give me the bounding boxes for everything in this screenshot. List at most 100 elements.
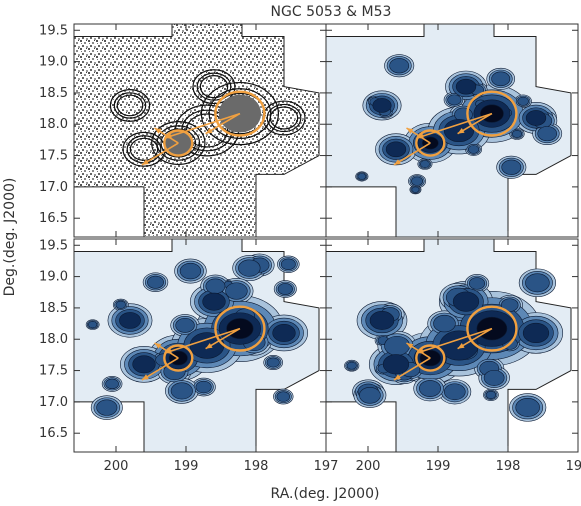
contour-level-3 (447, 94, 462, 106)
y-axis-label: Deg.(deg. J2000) (2, 178, 18, 297)
cluster-circle-ngc-5053 (163, 129, 194, 157)
contour-level-3 (501, 159, 522, 175)
panel-content (74, 24, 320, 237)
arrow-head (406, 127, 414, 134)
contour-level-3 (411, 176, 424, 186)
contour-level-3 (115, 300, 127, 309)
contour-level-3 (195, 380, 212, 394)
x-axis-label: RA.(deg. J2000) (271, 486, 380, 502)
contour-level-3 (170, 382, 193, 400)
y-tick-label: 19.5 (39, 238, 68, 253)
contour-level-3 (485, 390, 497, 399)
contour-level-3 (105, 378, 119, 390)
contour-level-3 (511, 130, 523, 138)
arrow-line (141, 357, 179, 381)
arrow-line (416, 112, 493, 139)
contour-level-3 (238, 259, 261, 277)
contour-level-4 (443, 118, 475, 143)
y-tick-label: 18.0 (39, 117, 68, 132)
arrow-line (457, 327, 493, 350)
cluster-circle-m53 (466, 90, 518, 137)
cluster-circle-m53 (214, 90, 266, 137)
contour-level-3 (357, 173, 367, 180)
panel-content (326, 239, 572, 452)
y-tick-label: 17.0 (39, 180, 68, 195)
contour-level-3 (384, 335, 410, 356)
arrow-line (205, 112, 241, 135)
contour-level-3 (280, 258, 296, 270)
panel-top-left: 16.5 17.0 17.5 18.0 18.5 19.0 19.5 (39, 23, 327, 238)
contour-level-4 (452, 291, 480, 312)
panel-bottom-right: 200 199 198 197 (325, 238, 581, 474)
contour-line (116, 94, 144, 117)
arrow-head (393, 159, 401, 165)
panel-top-right (325, 23, 579, 238)
y-tick-label: 19.0 (39, 270, 68, 285)
contour-line (160, 128, 197, 158)
cluster-circle-ngc-5053 (415, 129, 446, 157)
contour-level-3 (491, 71, 511, 87)
arrow-head (457, 128, 465, 134)
contour-level-4 (119, 312, 141, 329)
x-tick-label: 197 (314, 459, 339, 474)
y-tick-label: 18.5 (39, 86, 68, 101)
x-tick-label: 200 (356, 459, 381, 474)
contour-level-4 (525, 110, 547, 126)
x-tick-label: 199 (174, 459, 199, 474)
cluster-circle-ngc-5053 (163, 344, 194, 372)
arrow-head (141, 159, 149, 165)
arrow-head (154, 342, 162, 349)
contour-level-3 (266, 357, 280, 368)
panel-content (74, 239, 320, 452)
panels-group: 16.5 17.0 17.5 18.0 18.5 19.0 19.5 200 199 198 197… (39, 23, 581, 474)
contour-level-3 (468, 277, 486, 290)
x-tick-label: 199 (426, 459, 451, 474)
contour-level-4 (369, 311, 395, 330)
panel-content (326, 24, 572, 237)
contour-level-3 (389, 58, 410, 74)
chart-title: NGC 5053 & M53 (271, 4, 392, 20)
arrow-line (164, 327, 241, 354)
contour-level-4 (385, 141, 407, 158)
arrow-line (164, 112, 241, 139)
contour-level-3 (517, 96, 529, 106)
contour-level-3 (179, 262, 202, 280)
arrow-head (406, 342, 414, 349)
arrow-head (205, 343, 213, 349)
contour-level-3 (277, 283, 293, 295)
contour-level-3 (346, 361, 357, 370)
contour-level-3 (205, 278, 226, 294)
y-tick-label: 16.5 (39, 211, 68, 226)
cluster-circle-m53 (466, 305, 518, 352)
contour-line (129, 137, 159, 161)
contour-line (266, 103, 302, 133)
x-tick-label: 197 (566, 459, 581, 474)
contour-level-4 (132, 355, 156, 374)
contour-level-3 (147, 275, 164, 289)
contour-level-4 (382, 354, 410, 375)
contour-level-3 (419, 160, 430, 168)
contour-level-3 (411, 186, 420, 193)
contour-level-3 (483, 369, 505, 386)
contour-level-4 (202, 292, 226, 311)
contour-level-3 (359, 386, 381, 404)
contour-line (192, 69, 236, 105)
x-tick-label: 198 (244, 459, 269, 474)
contour-level-3 (96, 399, 118, 416)
contour-level-3 (175, 317, 195, 333)
arrow-line (141, 142, 179, 166)
panel-frame (325, 23, 579, 238)
contour-line (156, 125, 201, 161)
survey-footprint (74, 24, 320, 237)
arrow-line (393, 357, 431, 381)
y-tick-label: 18.5 (39, 301, 68, 316)
contour-level-3 (443, 383, 466, 401)
arrow-head (457, 343, 465, 349)
panel-bottom-left: 200 199 198 197 16.5 17.0 17.5 18.0 18.5 19.0 19.5 (39, 238, 338, 474)
y-tick-label: 17.5 (39, 364, 68, 379)
y-tick-label: 18.0 (39, 332, 68, 347)
contour-line (269, 106, 299, 130)
contour-level-3 (515, 398, 540, 417)
arrow-head (205, 128, 213, 134)
